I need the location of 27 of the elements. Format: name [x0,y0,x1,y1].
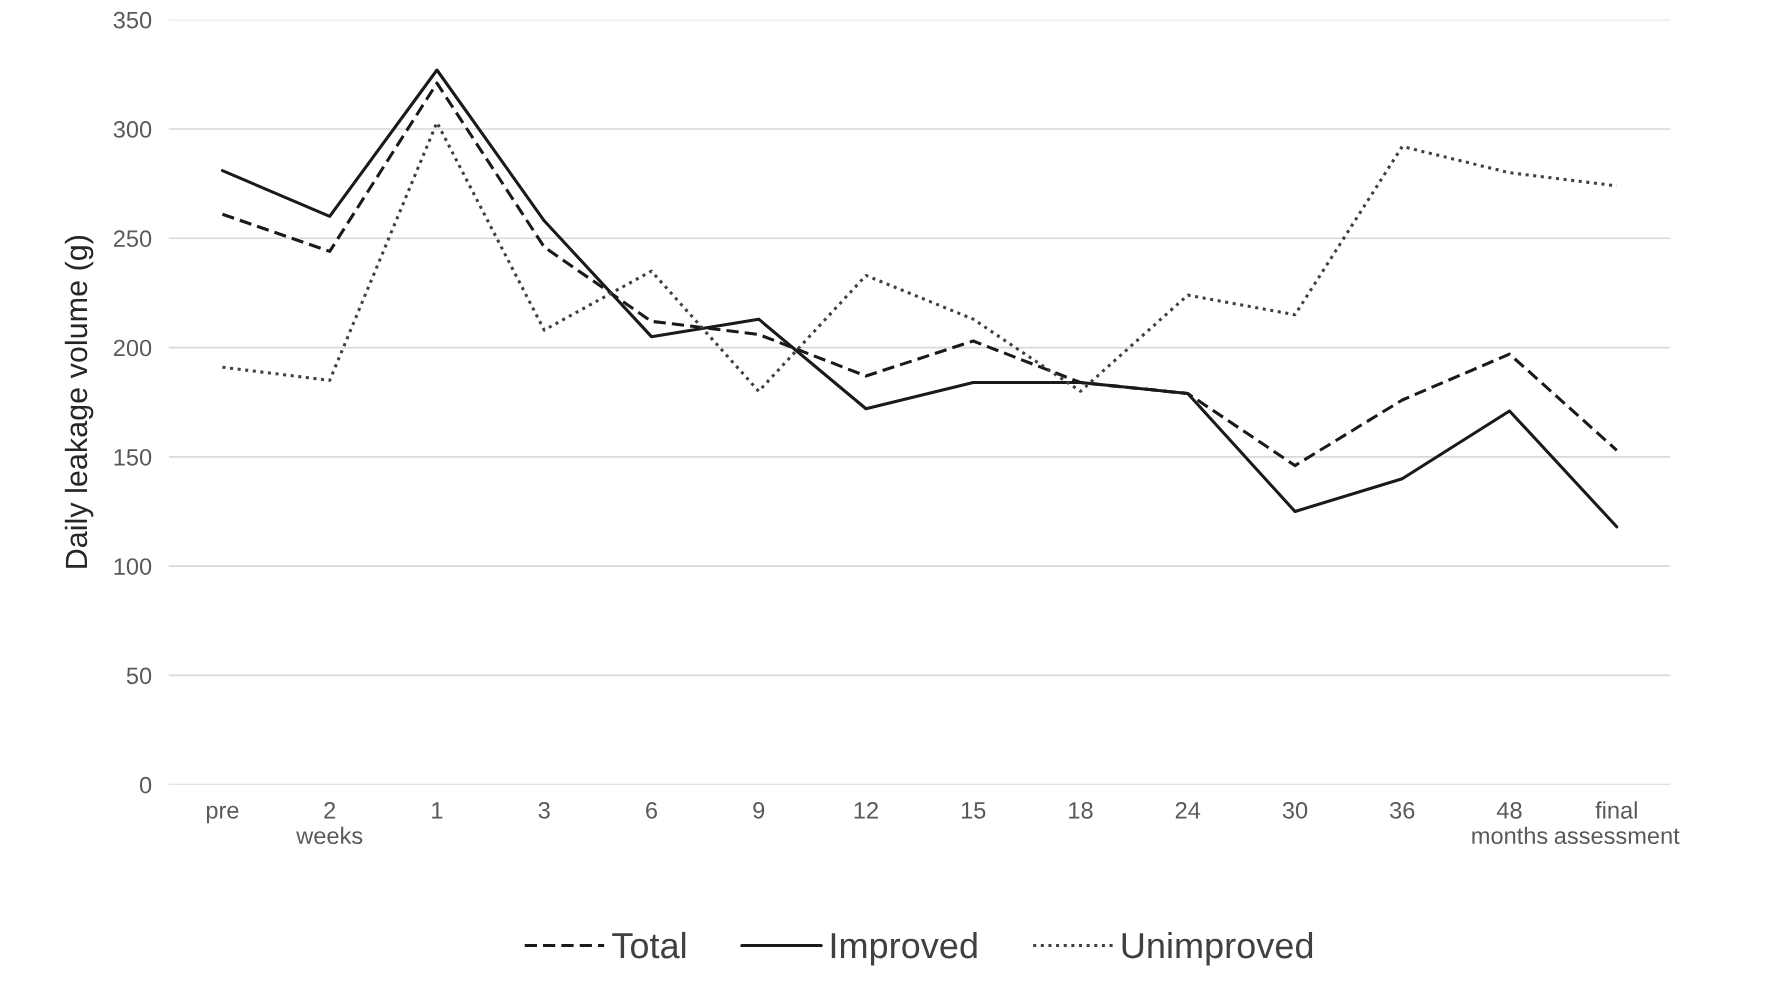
x-tick-label: pre [206,805,239,824]
x-tick-label: 15 [961,802,986,819]
x-tick-label: 6 [646,801,657,819]
y-tick-label: 200 [113,339,152,357]
y-tick-label: 100 [114,558,152,575]
x-tick-label: 12 [854,801,878,819]
x-tick-label: 9 [753,801,765,819]
y-tick-label: 350 [113,11,152,29]
x-tick-label: 18 [1069,801,1093,819]
y-tick-label: 0 [139,776,152,794]
y-tick-label: 250 [113,230,152,248]
x-tick-label: 48 months [1472,801,1548,845]
y-axis-title: Daily leakage volume (g) [64,235,94,568]
x-tick-label: 30 [1282,801,1308,819]
y-tick-label: 300 [113,121,152,138]
x-tick-label: 24 [1175,801,1201,819]
x-tick-label: final assessment [1554,801,1680,845]
x-tick-label: 1 [432,802,443,819]
y-tick-label: 50 [126,667,152,685]
legend-label: Total [612,931,686,959]
y-tick-label: 150 [114,448,152,466]
x-tick-label: 36 [1390,801,1415,819]
legend-label: Improved [831,931,977,966]
x-tick-label: 3 [538,801,550,819]
legend-label: Unimproved [1122,931,1313,966]
x-tick-label: 2 weeks [296,801,363,845]
line-series [220,68,1619,529]
